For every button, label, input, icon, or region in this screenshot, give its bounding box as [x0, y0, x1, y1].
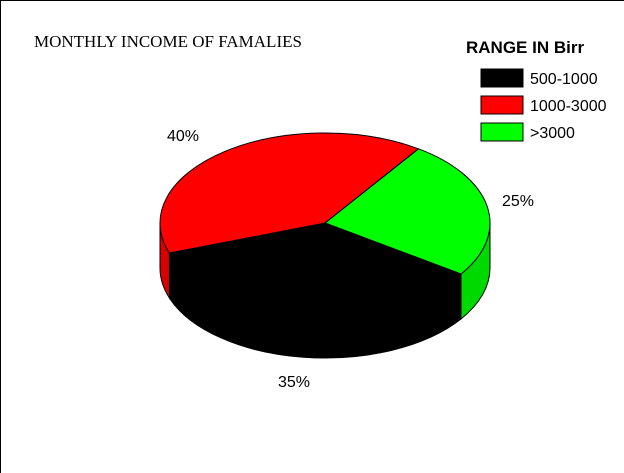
chart-title: MONTHLY INCOME OF FAMALIES — [34, 32, 302, 51]
slice-label-gt3000: 25% — [502, 193, 534, 210]
legend-label-500-1000: 500-1000 — [530, 71, 598, 88]
slice-top-5001000 — [168, 222, 462, 314]
legend-swatch-500-1000 — [480, 68, 524, 88]
slice-top-3000 — [323, 148, 491, 275]
legend-swatch-1000-3000 — [480, 95, 524, 115]
slice-label-500-1000: 35% — [278, 374, 310, 391]
legend: RANGE IN Birr 500-1000 1000-3000 >3000 — [466, 38, 607, 142]
legend-title: RANGE IN Birr — [466, 38, 584, 57]
slice-top-10003000 — [159, 132, 420, 254]
legend-swatch-gt3000 — [480, 122, 524, 142]
legend-label-gt3000: >3000 — [530, 125, 575, 142]
slice-label-1000-3000: 40% — [167, 128, 199, 145]
legend-label-1000-3000: 1000-3000 — [530, 98, 607, 115]
pie-chart — [159, 132, 491, 359]
